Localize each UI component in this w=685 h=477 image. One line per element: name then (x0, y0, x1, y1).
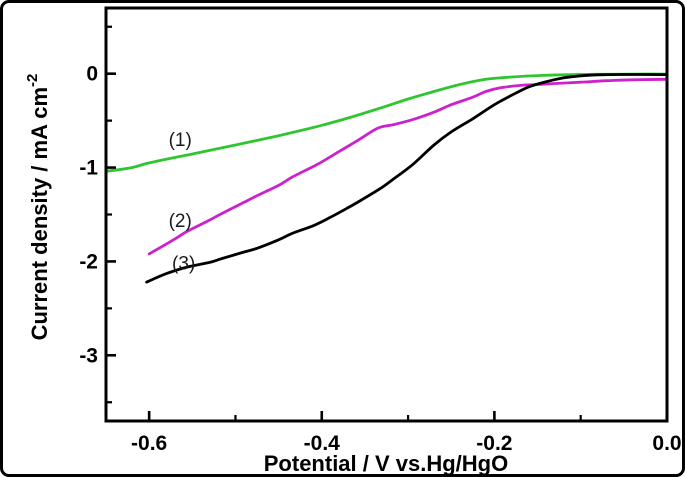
x-tick-label: 0.0 (652, 432, 681, 455)
y-axis-title-superscript: -2 (24, 74, 41, 87)
curve-1 (104, 72, 669, 173)
curve-label-2: (2) (169, 211, 192, 232)
y-tick-label: 0 (86, 63, 98, 86)
ticks-layer (106, 25, 669, 421)
tick-labels-layer: -0.6 -0.4 -0.2 0.0 0 -1 -2 -3 (79, 63, 681, 455)
y-tick-label: -2 (79, 250, 98, 273)
y-axis-title-main: Current density / mA cm (27, 87, 52, 340)
x-tick-label: -0.2 (476, 432, 512, 455)
polarization-curves-chart: -0.6 -0.4 -0.2 0.0 0 -1 -2 -3 (1) (2) (3) Potenti… (24, 6, 682, 476)
curve-labels-layer: (1) (2) (3) (169, 130, 196, 274)
curve-2 (147, 77, 669, 256)
y-tick-label: -3 (79, 344, 98, 367)
x-tick-label: -0.6 (131, 432, 167, 455)
y-axis-title: Current density / mA cm-2 (24, 74, 52, 341)
curve-3 (145, 73, 669, 284)
curve-label-1: (1) (169, 130, 192, 151)
y-tick-label: -1 (79, 157, 98, 180)
x-tick-label: -0.4 (304, 432, 341, 455)
curve-label-3: (3) (172, 253, 195, 274)
curves-layer (104, 72, 669, 284)
x-axis-title: Potential / V vs.Hg/HgO (264, 451, 508, 476)
